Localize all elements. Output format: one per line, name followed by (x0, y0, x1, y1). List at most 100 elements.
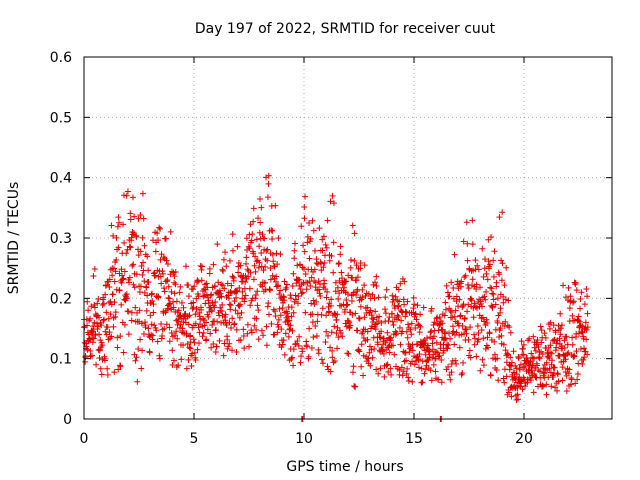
data-point (158, 251, 165, 258)
data-point (330, 359, 337, 366)
data-point (324, 332, 331, 339)
data-point (369, 291, 376, 298)
data-point (313, 298, 320, 305)
data-point (87, 315, 94, 322)
data-point (289, 354, 296, 361)
data-point (575, 313, 582, 320)
data-point (194, 346, 201, 353)
data-point (139, 271, 146, 278)
data-point (518, 378, 525, 385)
data-point (145, 278, 152, 285)
data-point (572, 380, 579, 387)
data-point (117, 333, 124, 340)
data-point (298, 290, 305, 297)
data-point (222, 249, 229, 256)
data-point (114, 223, 121, 230)
data-point (345, 272, 352, 279)
data-point (292, 341, 299, 348)
data-point (226, 340, 233, 347)
data-point (373, 366, 380, 373)
data-point (324, 363, 331, 370)
data-point (110, 323, 117, 330)
data-point (446, 293, 453, 300)
data-point (480, 273, 487, 280)
data-point (500, 341, 507, 348)
data-point (376, 313, 383, 320)
data-point (139, 347, 146, 354)
data-point (198, 277, 205, 284)
data-point (166, 301, 173, 308)
y-tick-label: 0 (63, 412, 72, 428)
data-point (353, 288, 360, 295)
data-point (84, 322, 91, 329)
data-point (158, 280, 165, 287)
data-point (303, 343, 310, 350)
data-point (271, 331, 278, 338)
data-point (559, 364, 566, 371)
data-point (337, 251, 344, 258)
data-point (251, 262, 258, 269)
data-point (425, 342, 432, 349)
data-point (259, 231, 266, 238)
data-point (212, 326, 219, 333)
data-point (211, 304, 218, 311)
data-point (217, 290, 224, 297)
y-tick-label: 0.4 (50, 171, 72, 187)
data-point (422, 366, 429, 373)
data-point (542, 334, 549, 341)
data-point (120, 349, 127, 356)
data-point (452, 357, 459, 364)
data-point (361, 314, 368, 321)
data-point (263, 323, 270, 330)
data-point (249, 231, 256, 238)
x-tick-label: 0 (80, 431, 89, 447)
data-point (456, 344, 463, 351)
data-point (224, 336, 231, 343)
data-point (246, 285, 253, 292)
data-point (118, 266, 125, 273)
data-point (450, 328, 457, 335)
data-point (343, 302, 350, 309)
data-point (387, 335, 394, 342)
data-point (136, 289, 143, 296)
data-point (246, 245, 253, 252)
data-point (486, 265, 493, 272)
data-point (552, 329, 559, 336)
data-point (473, 353, 480, 360)
data-point (259, 283, 266, 290)
data-point (532, 374, 539, 381)
data-point (543, 391, 550, 398)
data-point (362, 292, 369, 299)
data-point (226, 319, 233, 326)
data-point (171, 279, 178, 286)
data-point (197, 316, 204, 323)
data-point (258, 327, 265, 334)
data-point (382, 339, 389, 346)
data-point (332, 288, 339, 295)
data-point (451, 251, 458, 258)
data-point (146, 349, 153, 356)
data-point (266, 311, 273, 318)
data-point (453, 360, 460, 367)
data-point (253, 236, 260, 243)
data-point (362, 305, 369, 312)
data-point (230, 277, 237, 284)
data-point (583, 336, 590, 343)
data-point (236, 314, 243, 321)
data-point (140, 259, 147, 266)
data-point (373, 282, 380, 289)
data-point (450, 284, 457, 291)
data-point (129, 194, 136, 201)
data-point (388, 371, 395, 378)
data-point (337, 329, 344, 336)
data-point (503, 264, 510, 271)
data-point (372, 279, 379, 286)
data-point (475, 336, 482, 343)
data-point (478, 300, 485, 307)
data-point (349, 311, 356, 318)
data-point (264, 194, 271, 201)
data-point (548, 350, 555, 357)
data-point (214, 318, 221, 325)
data-point (488, 285, 495, 292)
data-point (453, 329, 460, 336)
